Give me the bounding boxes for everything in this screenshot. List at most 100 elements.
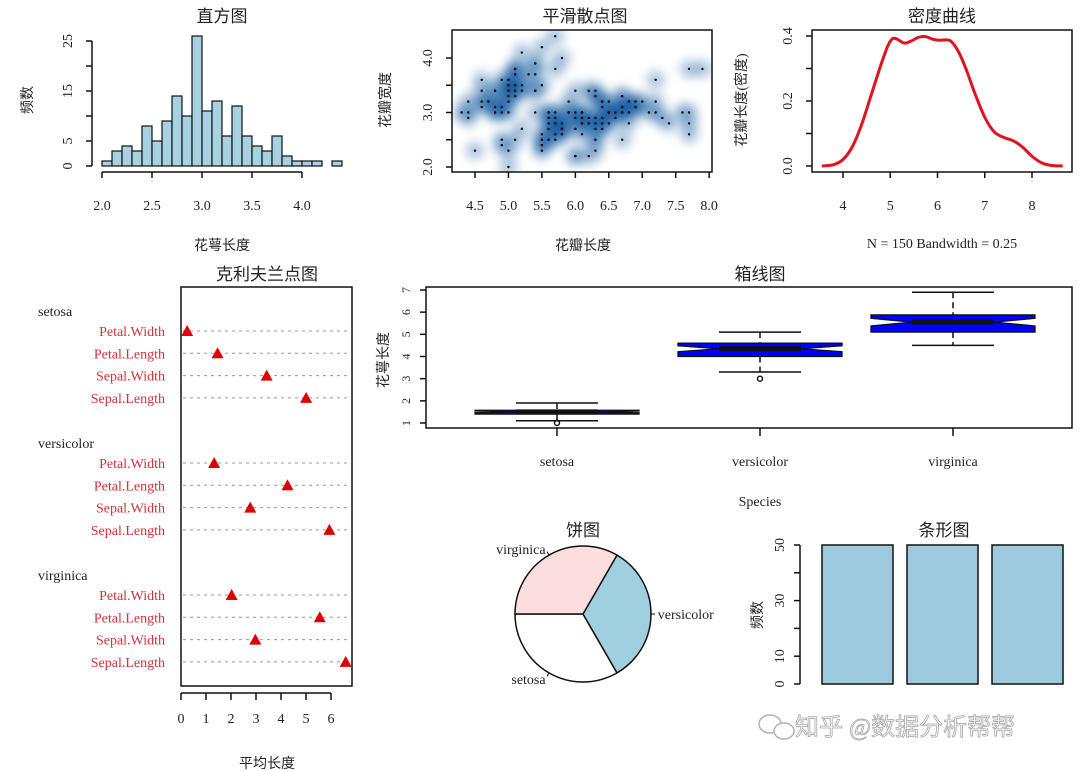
density-blob: [546, 30, 565, 46]
scatter-point: [534, 73, 537, 76]
histogram-bar: [301, 160, 313, 167]
x-tick-label: 2: [228, 712, 235, 727]
scatter-point: [527, 73, 530, 76]
y-tick-label: 6: [399, 309, 413, 315]
pie-slice: [582, 554, 652, 674]
row-label: Petal.Width: [99, 325, 165, 340]
outlier-point: [553, 419, 561, 427]
scatter-point: [507, 111, 510, 114]
pie-chart: 饼图 setosa versicolor virginica: [496, 521, 714, 688]
scatter-point: [614, 116, 617, 120]
y-tick-label: 0.0: [781, 157, 796, 175]
x-tick-label: 7.0: [634, 199, 652, 214]
pie-label-line: [546, 672, 550, 677]
y-tick-label: 30: [773, 594, 788, 608]
dot-marker: [339, 655, 352, 667]
dot-marker: [208, 457, 221, 468]
y-tick-label: 1: [399, 420, 413, 426]
scatter-point: [654, 111, 657, 114]
scatter-point: [540, 133, 544, 136]
scatter-point: [540, 138, 544, 141]
plot-box: [451, 29, 713, 173]
scatter-point: [500, 144, 503, 147]
scatter-point: [547, 122, 550, 125]
plot-box: [425, 286, 1073, 429]
bar-chart: 条形图 0 10 30 50 频数: [750, 521, 1064, 688]
scatter-point: [594, 127, 597, 131]
pie-label: setosa: [511, 673, 546, 688]
scatter-point: [513, 138, 517, 141]
x-tick-label: 5: [303, 712, 310, 727]
scatter-point: [493, 89, 497, 92]
plot-area: [452, 30, 712, 172]
scatter-point: [554, 122, 557, 125]
watermark-text: 知乎 @数据分析帮帮: [795, 714, 1015, 741]
scatter-point: [641, 100, 644, 103]
histogram-bar: [121, 145, 133, 167]
row-label: Sepal.Length: [91, 524, 165, 539]
scatter-point: [540, 45, 544, 49]
scatter-point: [634, 105, 637, 109]
smooth-scatter-chart: 平滑散点图 4.5 5.0 5.5 6.0 6.5 7.0 7.5 8.0 2.0 3.0 4.0 花瓣…: [377, 7, 718, 254]
y-tick-label: 2.0: [421, 158, 436, 176]
x-tick-label: 3: [253, 712, 260, 727]
pie-label-line: [546, 551, 550, 556]
scatter-point: [507, 94, 510, 98]
dot-marker: [244, 501, 257, 513]
y-tick-label: 4.0: [421, 49, 436, 67]
scatter-point: [567, 100, 570, 103]
x-tick-label: 6: [328, 712, 335, 727]
scatter-point: [460, 111, 463, 114]
histogram-bar: [171, 95, 183, 167]
wechat-icon: [773, 722, 795, 740]
scatter-point: [480, 105, 483, 109]
scatter-point: [520, 127, 524, 131]
scatter-point: [500, 105, 503, 109]
histogram-bar: [241, 135, 253, 167]
boxplot-chart: 箱线图 setosa versicolor virginica 1 2 3 4 5 6 7 Speci…: [376, 265, 1073, 510]
pie-slice: [514, 613, 619, 683]
scatter-point: [600, 116, 604, 120]
x-axis-label: Species: [739, 495, 782, 510]
histogram-bar: [201, 110, 213, 167]
group-label: versicolor: [38, 437, 94, 452]
dot-marker: [260, 369, 273, 381]
scatter-point: [574, 127, 577, 131]
scatter-point: [620, 105, 624, 109]
y-tick-label: 50: [773, 538, 788, 552]
scatter-point: [587, 154, 590, 158]
dot-marker: [249, 633, 262, 645]
scatter-point: [627, 122, 631, 125]
histogram-bar: [141, 125, 153, 167]
outlier-point: [756, 375, 764, 382]
y-tick-label: 0.4: [781, 27, 796, 45]
scatter-point: [507, 165, 510, 169]
histogram-chart: 直方图 0 5 15 25 2.0 2.5 3.0 3.5 4.0 花萼长度 频数: [20, 7, 343, 254]
y-tick-label: 25: [61, 34, 76, 48]
scatter-point: [594, 138, 597, 141]
chart-title: 箱线图: [735, 265, 786, 284]
scatter-point: [480, 100, 483, 103]
scatter-point: [574, 89, 577, 92]
x-tick-label: 5.0: [500, 199, 518, 214]
scatter-point: [607, 100, 610, 103]
scatter-point: [500, 138, 503, 141]
scatter-point: [647, 111, 651, 114]
x-tick-label: 2.0: [93, 199, 111, 214]
scatter-point: [467, 100, 470, 103]
histogram-bar: [221, 135, 233, 167]
histogram-bar: [261, 150, 273, 167]
histogram-bar: [131, 150, 143, 167]
dot-marker: [211, 347, 224, 359]
x-tick-label: 8.0: [700, 199, 718, 214]
x-tick-label: virginica: [928, 455, 978, 470]
dotchart: 克利夫兰点图 setosa Petal.Width Petal.Length Sepal…: [38, 265, 353, 771]
scatter-point: [620, 138, 624, 141]
x-tick-label: 3.5: [243, 199, 261, 214]
x-tick-label: 6: [934, 199, 941, 214]
chart-title: 密度曲线: [908, 7, 976, 26]
chart-title: 克利夫兰点图: [216, 265, 318, 284]
x-axis-label: N = 150 Bandwidth = 0.25: [867, 237, 1017, 252]
